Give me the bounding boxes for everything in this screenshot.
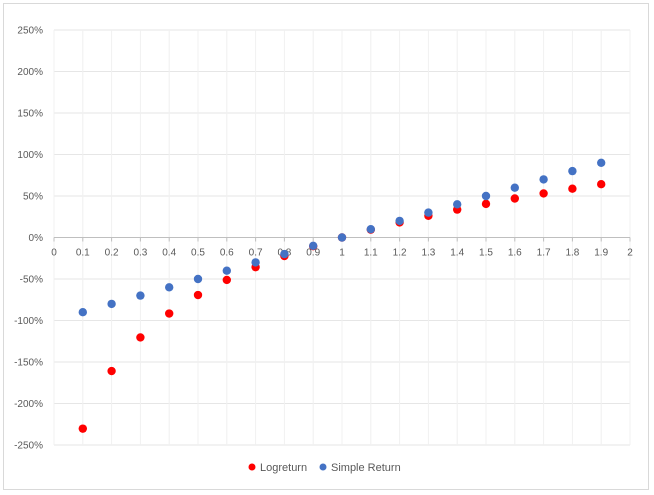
y-tick-label: -150% [14,358,43,369]
x-tick-label: 1.2 [393,248,407,259]
logreturn-point [539,189,548,198]
y-tick-label: 250% [17,26,43,37]
logreturn-point [78,424,88,433]
chart-frame [3,3,649,490]
y-tick-label: 50% [23,192,43,203]
x-tick-label: 1 [339,248,345,259]
y-tick-label: -250% [14,441,43,452]
logreturn-point [107,366,116,376]
logreturn-point [510,194,519,203]
logreturn-point [165,309,174,318]
x-tick-label: 1.4 [450,248,464,259]
simple-return-point [107,299,116,309]
legend: Logreturn Simple Return [248,462,401,474]
logreturn-point [481,199,491,209]
x-tick-label: 0.2 [105,248,119,259]
legend-marker [248,463,256,471]
simple-return-point [366,225,375,234]
simple-return-point [165,283,174,292]
x-tick-label: 0.1 [76,248,90,259]
x-tick-label: 2 [627,248,633,259]
x-tick-label: 1.7 [537,248,551,259]
simple-return-point [193,274,203,284]
x-tick-label: 1.6 [508,248,522,259]
y-tick-label: 100% [17,150,43,161]
simple-return-point [481,191,491,201]
logreturn-point [222,275,231,285]
simple-return-point [78,308,88,317]
simple-return-point [136,291,145,300]
x-tick-label: 0.6 [220,248,234,259]
legend-marker [319,463,327,471]
simple-return-point [309,241,318,250]
x-axis: 00.10.20.30.40.50.60.70.80.911.11.21.31.… [51,237,633,259]
y-tick-label: 150% [17,109,43,120]
x-tick-label: 0.9 [306,248,320,259]
simple-return-point [222,266,231,275]
x-tick-label: 1.1 [364,248,378,259]
logreturn-point [136,333,145,342]
y-tick-label: 0% [29,233,44,244]
x-tick-label: 1.3 [421,248,435,259]
x-tick-label: 1.8 [565,248,579,259]
y-tick-label: -100% [14,316,43,327]
simple-return-point [337,233,347,242]
x-tick-label: 1.5 [479,248,493,259]
legend-label: Simple Return [331,462,401,474]
logreturn-point [193,290,203,300]
y-tick-label: -50% [20,275,43,286]
simple-return-point [453,200,462,209]
simple-return-point [424,208,433,217]
simple-return-point [568,166,577,176]
y-tick-label: 200% [17,67,43,78]
x-tick-label: 1.9 [594,248,608,259]
x-tick-label: 0 [51,248,57,259]
simple-return-point [251,258,260,267]
logreturn-point [568,184,577,193]
y-axis-ticks: 250% 200% 150% 100% 50% 0% -50% -100% -150% -200%… [14,26,43,452]
x-tick-label: 0.4 [162,248,176,259]
y-tick-label: -200% [14,399,43,410]
simple-return-point [395,216,404,226]
simple-return-point [539,175,548,184]
x-tick-label: 0.3 [133,248,147,259]
x-tick-label: 0.7 [249,248,263,259]
simple-return-point [597,158,606,167]
simple-return-point [510,183,519,192]
legend-label: Logreturn [260,462,307,474]
logreturn-point [597,180,606,189]
x-tick-label: 0.5 [191,248,205,259]
simple-return-point [280,249,289,259]
data-points [78,158,606,433]
